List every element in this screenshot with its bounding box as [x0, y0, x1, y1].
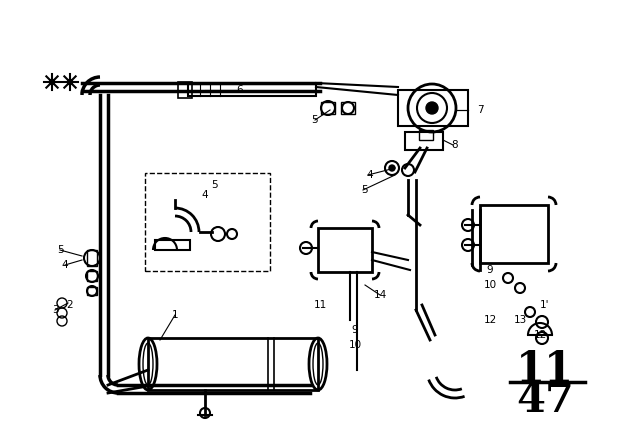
Bar [148, 338, 318, 390]
Bar [87, 287, 97, 295]
Circle shape [389, 165, 395, 171]
Bar [419, 130, 433, 140]
Text: 6: 6 [237, 85, 243, 95]
Bar [405, 132, 443, 150]
Text: 11: 11 [516, 349, 574, 391]
Text: 47: 47 [516, 379, 574, 421]
Text: 10: 10 [483, 280, 497, 290]
Text: 7: 7 [477, 105, 483, 115]
Text: 4: 4 [202, 190, 208, 200]
Text: 2: 2 [67, 300, 74, 310]
Text: 3: 3 [52, 305, 58, 315]
Text: 9: 9 [486, 265, 493, 275]
Bar [318, 228, 372, 272]
Bar [188, 84, 316, 96]
Text: 12: 12 [483, 315, 497, 325]
Bar [341, 102, 355, 114]
Text: 9: 9 [352, 325, 358, 335]
Text: 4: 4 [61, 260, 68, 270]
Bar [480, 205, 548, 263]
Circle shape [67, 79, 73, 85]
Bar [398, 90, 468, 126]
Text: 11: 11 [314, 300, 326, 310]
Bar [87, 250, 97, 266]
Text: 12: 12 [533, 330, 547, 340]
Text: 13: 13 [513, 315, 527, 325]
Bar [178, 82, 192, 98]
Text: 1': 1' [540, 300, 550, 310]
Circle shape [49, 79, 55, 85]
Circle shape [426, 102, 438, 114]
Text: 5: 5 [57, 245, 63, 255]
Bar [321, 102, 335, 114]
Text: 1: 1 [172, 310, 179, 320]
Text: 14: 14 [373, 290, 387, 300]
Text: 5: 5 [362, 185, 368, 195]
Text: 4: 4 [367, 170, 373, 180]
Bar [145, 173, 270, 271]
Bar [87, 271, 97, 281]
Text: 5: 5 [312, 115, 318, 125]
Bar [155, 240, 190, 250]
Text: 10: 10 [348, 340, 362, 350]
Text: 8: 8 [452, 140, 458, 150]
Text: 5: 5 [212, 180, 218, 190]
